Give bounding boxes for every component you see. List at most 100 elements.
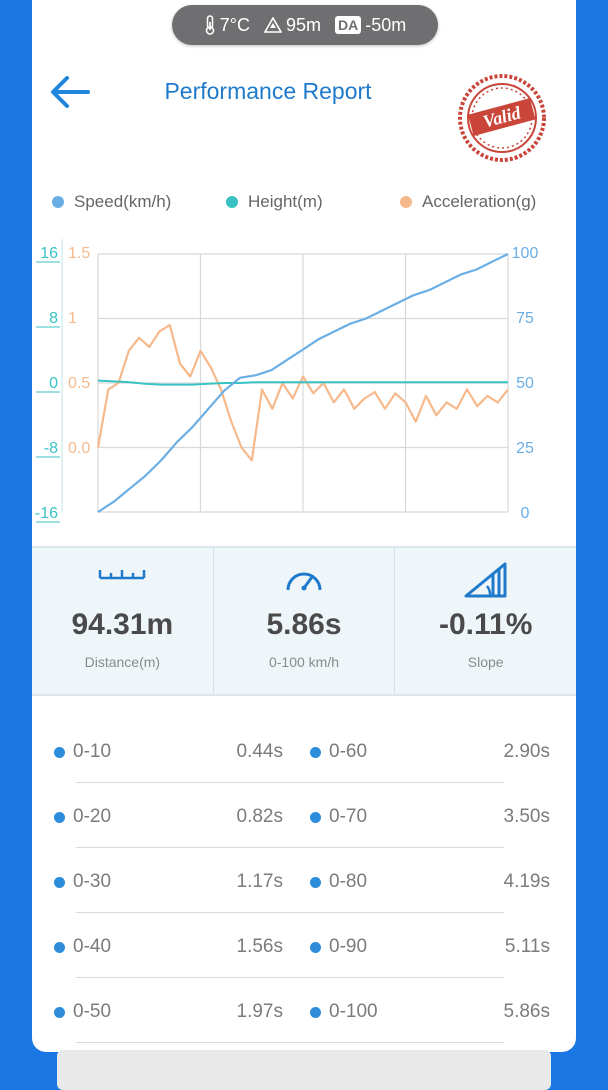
legend-accel: Acceleration(g) [400,190,536,214]
da-badge: DA [334,16,362,34]
page-title: Performance Report [164,78,372,104]
split-label: 0-30 [73,871,112,892]
split-value: 4.19s [503,871,550,892]
height-tick-label: -16 [35,505,58,522]
bullet-icon [310,1006,321,1018]
list-item: 0-100 5.86s [310,980,550,1044]
legend-speed-label: Speed(km/h) [74,192,172,211]
height-tick-label: -8 [44,440,58,457]
valid-stamp: Valid [458,74,546,162]
mountain-icon [263,17,282,33]
legend-accel-label: Acceleration(g) [422,192,537,211]
legend-accel-marker [400,196,412,208]
bullet-icon [54,941,65,953]
split-value: 5.86s [503,1001,550,1022]
split-label: 0-100 [329,1001,378,1022]
row-divider [76,847,504,848]
legend-height: Height(m) [226,190,323,214]
split-label: 0-90 [329,936,368,957]
stat-acceleration-time: 5.86s 0-100 km/h [212,548,395,694]
split-value: 5.11s [504,936,550,957]
split-value: 2.90s [503,741,550,762]
legend-height-marker [226,196,238,208]
slope-icon [464,562,507,598]
da-value: -50m [365,14,407,35]
row-divider [76,782,504,783]
row-divider [76,912,504,913]
altitude-value: 95m [285,14,321,35]
split-value: 1.17s [236,871,283,892]
list-item: 0-40 1.56s [54,915,283,979]
height-tick-label: 0 [49,375,58,392]
bottom-panel [57,1050,551,1090]
back-button[interactable] [48,74,92,110]
stat-slope: -0.11% Slope [394,548,576,694]
bullet-icon [310,811,321,823]
height-tick-label: 16 [40,245,58,262]
series-height-line [97,379,508,386]
accel-tick-label: 1 [68,310,77,327]
series-speed-line [97,253,509,513]
accel-tick-label: 0.0 [68,440,90,457]
temperature-value: 7°C [219,14,250,35]
height-tick-label: 8 [49,310,58,327]
stat-distance: 94.31m Distance(m) [32,548,213,694]
list-item: 0-90 5.11s [310,915,550,979]
speed-tick-label: 75 [516,310,534,327]
bullet-icon [54,811,65,823]
split-label: 0-40 [73,936,112,957]
stats-panel: 94.31m Distance(m) 5.86s 0-100 km/h -0.1… [32,546,576,696]
row-divider [76,977,504,978]
speedometer-icon [286,572,322,591]
speed-tick-label: 100 [512,245,539,262]
row-divider [76,1042,504,1043]
slope-value: -0.11% [438,608,533,641]
bullet-icon [310,876,321,888]
distance-label: Distance(m) [84,654,161,670]
accel-tick-label: 1.5 [68,245,90,262]
split-label: 0-80 [329,871,368,892]
arrow-left-icon [51,76,90,108]
list-item: 0-80 4.19s [310,850,550,914]
time-value: 5.86s [266,608,342,641]
distance-value: 94.31m [71,608,174,641]
split-label: 0-60 [329,741,368,762]
ruler-icon [99,570,146,580]
speed-tick-label: 25 [516,440,534,457]
split-label: 0-50 [73,1001,112,1022]
accel-tick-label: 0.5 [68,375,90,392]
split-value: 0.82s [236,806,283,827]
legend-height-label: Height(m) [248,192,323,211]
report-card [32,0,576,1052]
split-label: 0-20 [73,806,112,827]
legend-speed-marker [52,196,64,208]
split-value: 0.44s [236,741,283,762]
list-item: 0-30 1.17s [54,850,283,914]
chart-svg: 16 8 0 -8 -16 1.5 1 0.5 0.0 100 75 50 25 0 [35,239,539,523]
temperature-indicator: 7°C [204,15,250,36]
thermometer-icon [205,15,215,35]
split-value: 1.97s [236,1001,283,1022]
legend-speed: Speed(km/h) [52,190,171,214]
split-value: 3.50s [503,806,550,827]
split-label: 0-70 [329,806,368,827]
list-item: 0-70 3.50s [310,785,550,849]
list-item: 0-60 2.90s [310,720,550,784]
bullet-icon [54,746,65,758]
performance-chart: 16 8 0 -8 -16 1.5 1 0.5 0.0 100 75 50 25 0 [32,234,608,524]
bullet-icon [310,746,321,758]
altitude-indicator: 95m [263,14,321,36]
density-altitude-indicator: DA -50m [334,14,407,36]
speed-tick-label: 0 [521,505,530,522]
bullet-icon [54,876,65,888]
split-label: 0-10 [73,741,112,762]
bullet-icon [310,941,321,953]
stamp-text: Valid [481,102,524,131]
slope-label: Slope [467,654,504,670]
time-label: 0-100 km/h [268,654,340,670]
list-item: 0-20 0.82s [54,785,283,849]
conditions-pill: 7°C 95m DA -50m [172,5,438,45]
list-item: 0-10 0.44s [54,720,283,784]
bullet-icon [54,1006,65,1018]
series-acceleration-line [96,323,509,462]
